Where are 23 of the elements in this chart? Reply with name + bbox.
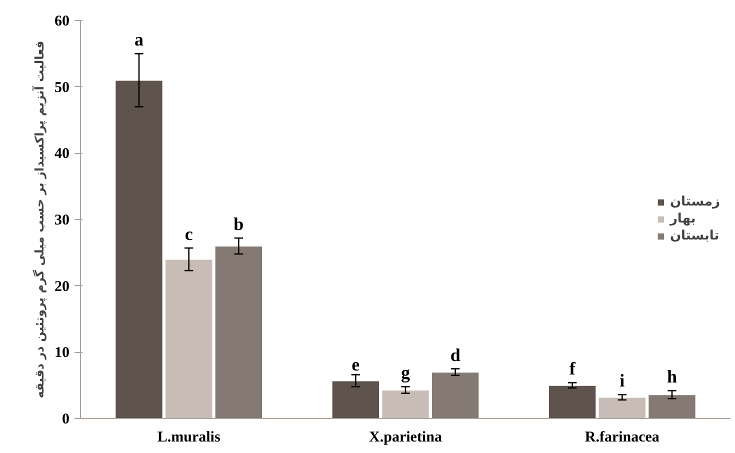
legend-label: تابستان <box>670 228 720 244</box>
x-tick-label: R.farinacea <box>584 430 660 446</box>
y-axis-title: فعالیت آنزیم پراکسیداز بر حسب میلی گرم پروتئین در دقیقه <box>32 40 46 398</box>
legend-label: بهار <box>670 212 696 226</box>
x-tick-label: X.parietina <box>369 430 442 446</box>
data-label: e <box>352 354 360 375</box>
x-tick-label: L.muralis <box>157 430 220 446</box>
data-label: c <box>184 224 193 244</box>
y-tick-label: 20 <box>54 278 70 295</box>
data-label: i <box>620 370 625 391</box>
data-label: a <box>134 30 144 50</box>
data-label: h <box>666 366 678 387</box>
y-tick-label: 10 <box>54 345 70 362</box>
y-tick-label: 40 <box>54 146 70 162</box>
y-tick-label: 60 <box>54 14 70 30</box>
data-label: d <box>450 344 460 365</box>
data-label: b <box>234 214 244 234</box>
data-label: f <box>569 358 576 379</box>
y-tick-label: 50 <box>54 80 70 96</box>
y-tick-label: 30 <box>54 212 70 228</box>
data-label: g <box>401 362 410 383</box>
legend-label: زمستان <box>670 194 720 210</box>
y-tick-label: 0 <box>62 412 70 428</box>
